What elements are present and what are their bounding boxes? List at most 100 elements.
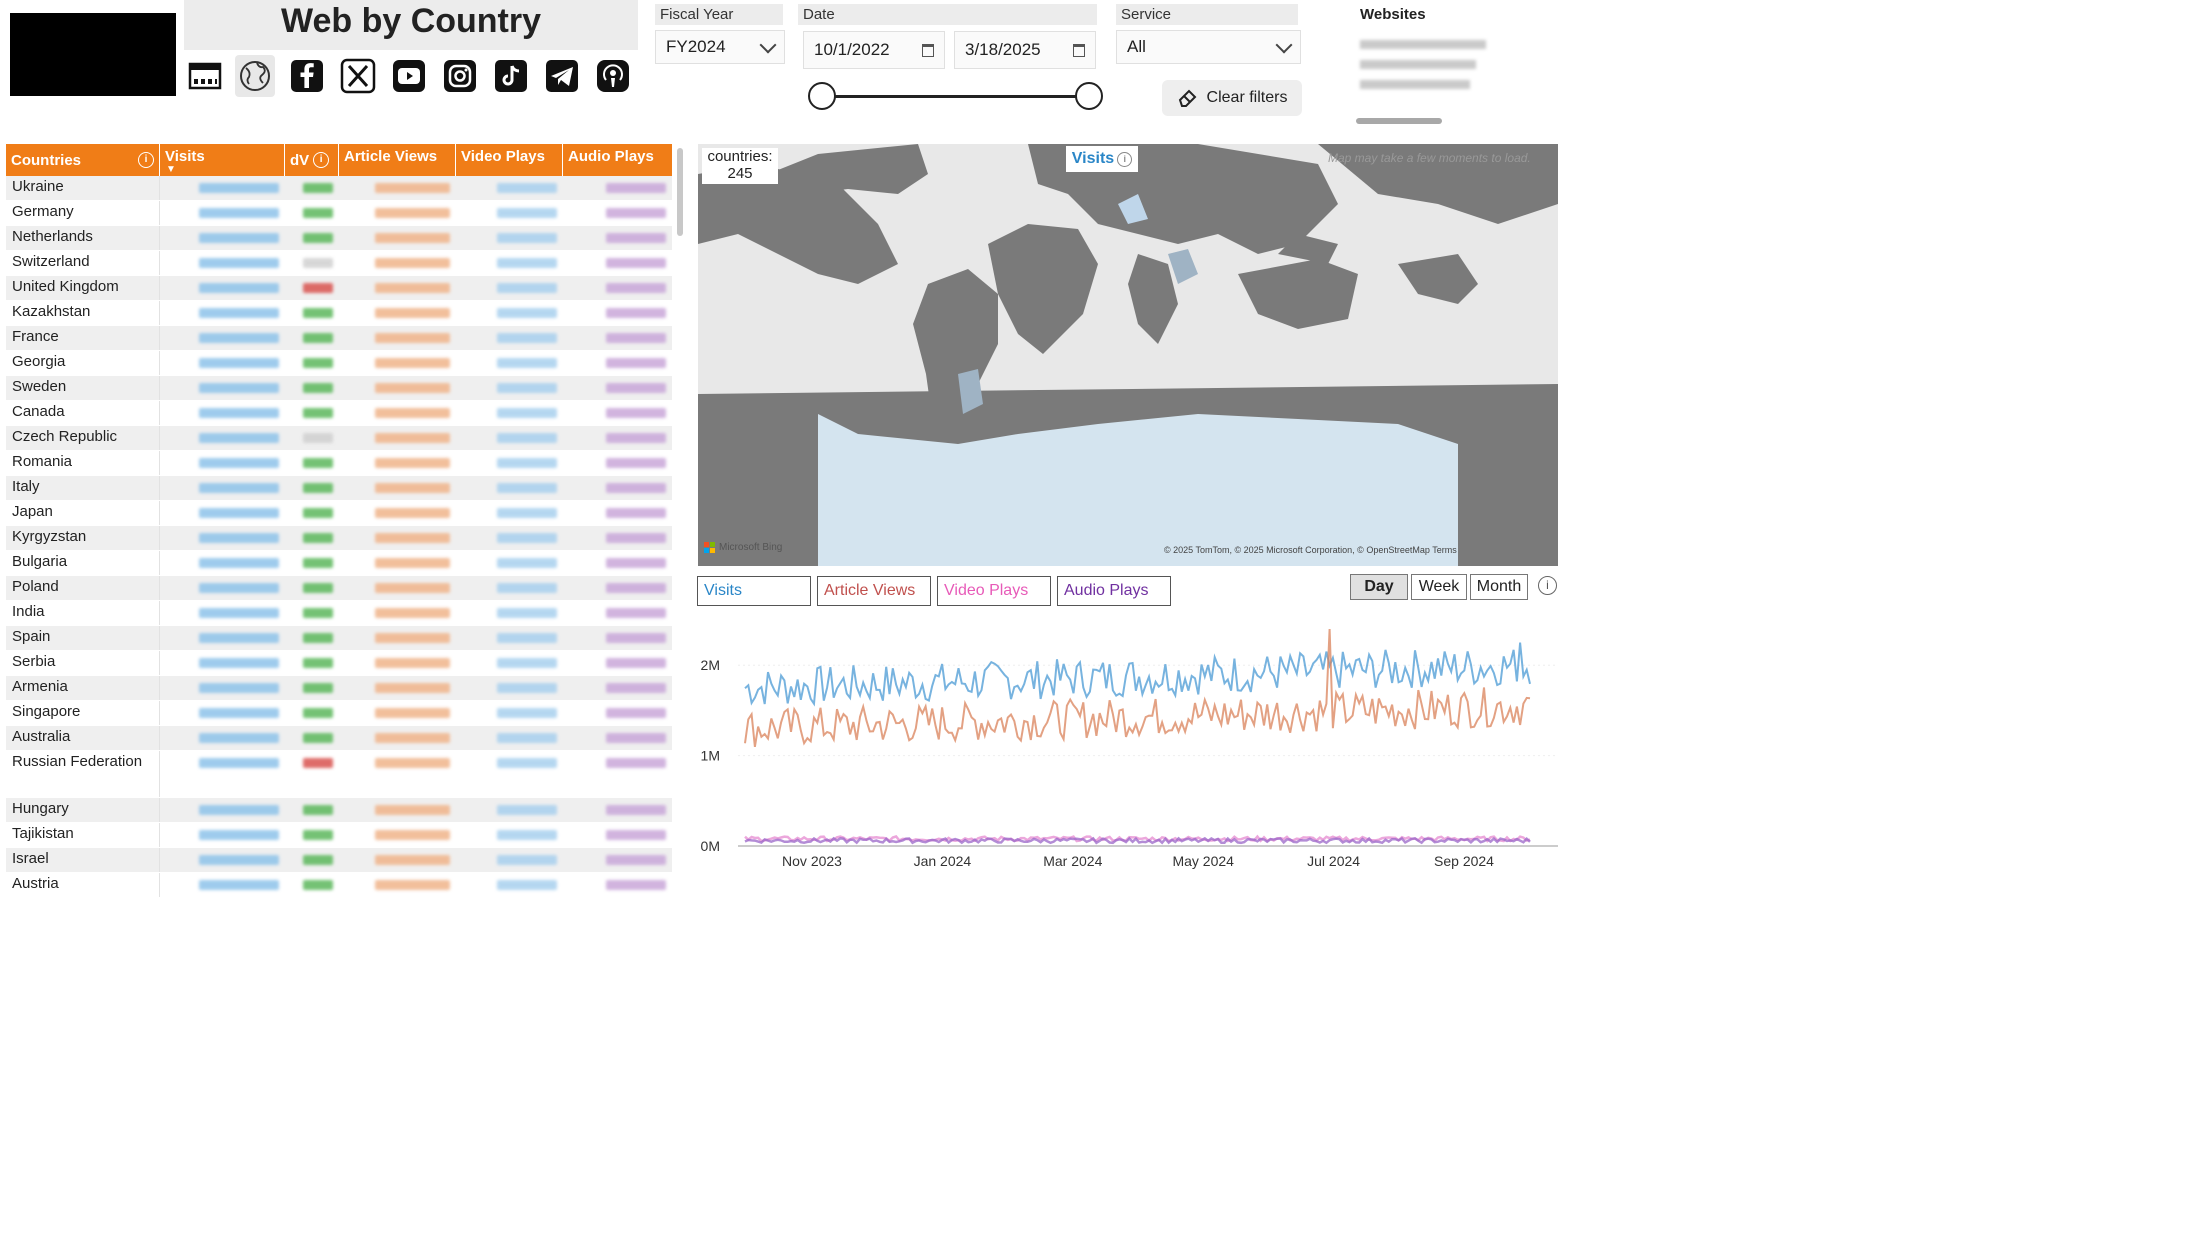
table-row[interactable]: Romania bbox=[6, 451, 672, 476]
facebook-icon[interactable] bbox=[287, 55, 327, 97]
map-copyright[interactable]: © 2025 TomTom, © 2025 Microsoft Corporat… bbox=[1164, 545, 1457, 555]
table-row[interactable]: Russian Federation bbox=[6, 751, 672, 798]
metric-visits-button[interactable]: Visits bbox=[697, 576, 811, 606]
telegram-icon[interactable] bbox=[542, 55, 582, 97]
table-row[interactable]: Italy bbox=[6, 476, 672, 501]
map-measure-label[interactable]: Visits i bbox=[1066, 146, 1138, 172]
x-icon[interactable] bbox=[338, 55, 378, 97]
col-article-views-header[interactable]: Article Views bbox=[339, 144, 456, 176]
redacted-value bbox=[199, 733, 279, 743]
date-slider-start-handle[interactable] bbox=[808, 82, 836, 110]
table-row[interactable]: Japan bbox=[6, 501, 672, 526]
country-cell: Austria bbox=[6, 873, 160, 897]
table-row[interactable]: Czech Republic bbox=[6, 426, 672, 451]
redacted-value bbox=[303, 880, 333, 890]
table-row[interactable]: Serbia bbox=[6, 651, 672, 676]
redacted-value bbox=[199, 855, 279, 865]
metric-video-plays-button[interactable]: Video Plays bbox=[937, 576, 1051, 606]
table-row[interactable]: Switzerland bbox=[6, 251, 672, 276]
redacted-value bbox=[199, 233, 279, 243]
service-dropdown[interactable]: All bbox=[1116, 30, 1301, 64]
date-start-input[interactable]: 10/1/2022 bbox=[803, 31, 945, 69]
website-option[interactable] bbox=[1360, 40, 1486, 49]
country-cell: United Kingdom bbox=[6, 276, 160, 300]
redacted-value bbox=[606, 258, 666, 268]
info-icon[interactable]: i bbox=[313, 152, 330, 168]
article-views-cell bbox=[339, 526, 456, 550]
table-row[interactable]: United Kingdom bbox=[6, 276, 672, 301]
metric-audio-plays-button[interactable]: Audio Plays bbox=[1057, 576, 1171, 606]
redacted-value bbox=[303, 733, 333, 743]
redacted-value bbox=[303, 408, 333, 418]
globe-icon[interactable] bbox=[235, 55, 275, 97]
audio-plays-cell bbox=[563, 301, 672, 325]
table-row[interactable]: Kyrgyzstan bbox=[6, 526, 672, 551]
table-row[interactable]: Hungary bbox=[6, 798, 672, 823]
period-day-button[interactable]: Day bbox=[1350, 574, 1408, 600]
date-end-input[interactable]: 3/18/2025 bbox=[954, 31, 1096, 69]
tiktok-icon[interactable] bbox=[491, 55, 531, 97]
table-row[interactable]: Netherlands bbox=[6, 226, 672, 251]
col-video-plays-header[interactable]: Video Plays bbox=[456, 144, 563, 176]
video-plays-cell bbox=[456, 676, 563, 700]
col-dv-header[interactable]: dV i bbox=[285, 144, 339, 176]
col-audio-plays-header[interactable]: Audio Plays bbox=[568, 148, 654, 165]
calendar-icon[interactable] bbox=[922, 43, 934, 57]
world-map[interactable] bbox=[698, 144, 1558, 566]
country-cell: Singapore bbox=[6, 701, 160, 725]
table-row[interactable]: Poland bbox=[6, 576, 672, 601]
audio-plays-cell bbox=[563, 798, 672, 822]
visits-cell bbox=[160, 376, 285, 400]
redacted-value bbox=[375, 608, 450, 618]
youtube-icon[interactable] bbox=[389, 55, 429, 97]
table-row[interactable]: Tajikistan bbox=[6, 823, 672, 848]
info-icon[interactable]: i bbox=[1538, 576, 1557, 595]
visits-cell bbox=[160, 576, 285, 600]
calendar-icon[interactable] bbox=[1073, 43, 1085, 57]
dv-cell bbox=[285, 576, 339, 600]
article-views-cell bbox=[339, 626, 456, 650]
article-views-cell bbox=[339, 476, 456, 500]
table-row[interactable]: Armenia bbox=[6, 676, 672, 701]
websites-scrollbar[interactable] bbox=[1356, 118, 1442, 124]
date-slider-end-handle[interactable] bbox=[1075, 82, 1103, 110]
info-icon[interactable]: i bbox=[138, 152, 154, 168]
table-row[interactable]: Singapore bbox=[6, 701, 672, 726]
info-icon[interactable]: i bbox=[1117, 151, 1133, 167]
fiscal-year-dropdown[interactable]: FY2024 bbox=[655, 30, 785, 64]
col-countries-header[interactable]: Countries i bbox=[6, 144, 160, 176]
table-row[interactable]: France bbox=[6, 326, 672, 351]
podcast-icon[interactable] bbox=[593, 55, 633, 97]
table-row[interactable]: Canada bbox=[6, 401, 672, 426]
x-tick-label: Mar 2024 bbox=[1043, 853, 1102, 869]
table-row[interactable]: Israel bbox=[6, 848, 672, 873]
table-row[interactable]: India bbox=[6, 601, 672, 626]
period-month-button[interactable]: Month bbox=[1470, 574, 1528, 600]
table-row[interactable]: Bulgaria bbox=[6, 551, 672, 576]
date-slider-track[interactable] bbox=[822, 95, 1090, 98]
redacted-value bbox=[497, 358, 557, 368]
redacted-value bbox=[497, 508, 557, 518]
country-name: Switzerland bbox=[12, 253, 90, 270]
table-row[interactable]: Austria bbox=[6, 873, 672, 898]
table-row[interactable]: Spain bbox=[6, 626, 672, 651]
website-option[interactable] bbox=[1360, 80, 1470, 89]
table-row[interactable]: Germany bbox=[6, 201, 672, 226]
clear-filters-button[interactable]: Clear filters bbox=[1162, 80, 1302, 116]
table-row[interactable]: Australia bbox=[6, 726, 672, 751]
table-row[interactable]: Ukraine bbox=[6, 176, 672, 201]
dashboard-icon[interactable] bbox=[185, 55, 225, 97]
col-visits-header[interactable]: Visits ▼ bbox=[160, 144, 285, 176]
country-cell: Russian Federation bbox=[6, 751, 160, 797]
video-plays-cell bbox=[456, 351, 563, 375]
redacted-value bbox=[606, 308, 666, 318]
metric-article-views-button[interactable]: Article Views bbox=[817, 576, 931, 606]
table-row[interactable]: Georgia bbox=[6, 351, 672, 376]
table-row[interactable]: Kazakhstan bbox=[6, 301, 672, 326]
redacted-value bbox=[199, 880, 279, 890]
table-scrollbar[interactable] bbox=[677, 148, 683, 236]
period-week-button[interactable]: Week bbox=[1411, 574, 1467, 600]
website-option[interactable] bbox=[1360, 60, 1476, 69]
table-row[interactable]: Sweden bbox=[6, 376, 672, 401]
instagram-icon[interactable] bbox=[440, 55, 480, 97]
